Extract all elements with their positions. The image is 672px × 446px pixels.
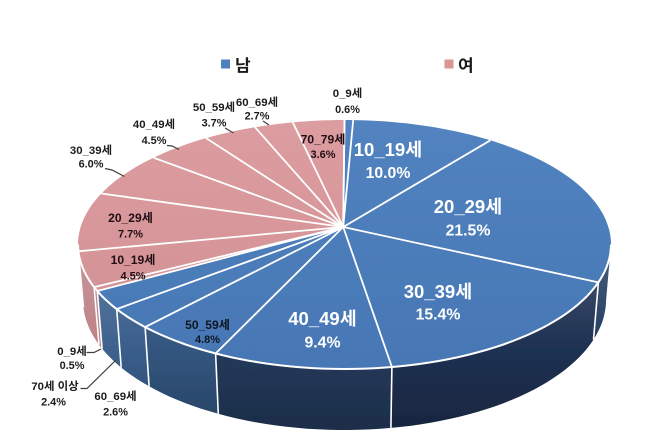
svg-text:0_9: 0_9: [57, 346, 76, 358]
svg-text:0.5%: 0.5%: [60, 360, 85, 372]
svg-text:4.8%: 4.8%: [195, 334, 220, 346]
svg-text:70_79: 70_79: [301, 133, 335, 147]
svg-text:50_59: 50_59: [185, 318, 219, 332]
svg-text:10_19: 10_19: [111, 253, 145, 267]
svg-text:40_49: 40_49: [288, 308, 339, 329]
svg-text:60_69: 60_69: [236, 97, 268, 109]
svg-text:4.5%: 4.5%: [142, 135, 167, 147]
svg-text:70: 70: [31, 381, 44, 393]
svg-text:2.4%: 2.4%: [41, 396, 66, 408]
svg-text:2.6%: 2.6%: [103, 407, 128, 419]
svg-text:2.7%: 2.7%: [245, 111, 270, 123]
svg-text:21.5%: 21.5%: [446, 223, 491, 240]
svg-text:0_9: 0_9: [333, 88, 352, 100]
svg-text:20_29: 20_29: [434, 196, 485, 217]
svg-text:30_39: 30_39: [70, 145, 102, 157]
svg-text:40_49: 40_49: [133, 119, 165, 131]
svg-text:6.0%: 6.0%: [79, 159, 104, 171]
svg-text:4.5%: 4.5%: [120, 271, 145, 283]
svg-text:3.7%: 3.7%: [202, 118, 227, 130]
svg-text:50_59: 50_59: [193, 102, 225, 114]
svg-text:7.7%: 7.7%: [118, 229, 143, 241]
svg-text:10.0%: 10.0%: [366, 165, 411, 182]
svg-text:0.6%: 0.6%: [335, 104, 360, 116]
svg-text:60_69: 60_69: [94, 391, 126, 403]
svg-text:10_19: 10_19: [354, 139, 405, 160]
svg-text:15.4%: 15.4%: [416, 307, 461, 324]
svg-text:20_29: 20_29: [108, 211, 142, 225]
svg-text:30_39: 30_39: [404, 281, 455, 302]
svg-text:3.6%: 3.6%: [310, 149, 335, 161]
svg-text:9.4%: 9.4%: [304, 335, 340, 352]
